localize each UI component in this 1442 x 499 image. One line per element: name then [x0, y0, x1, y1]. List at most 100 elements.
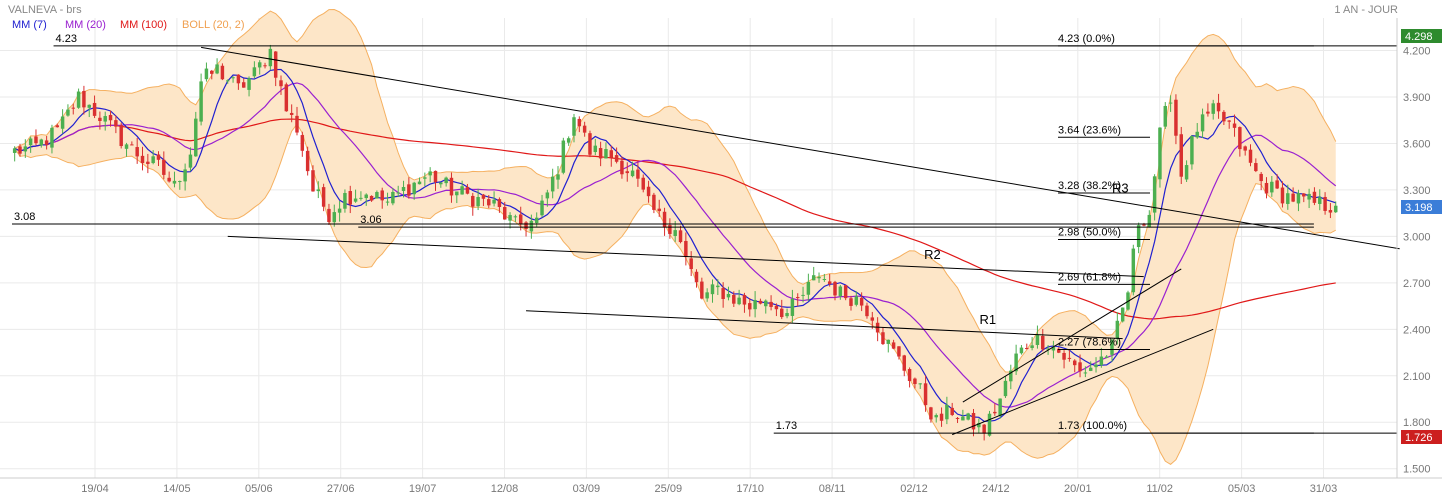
trend-line	[952, 328, 1214, 436]
candle	[60, 109, 65, 134]
candle-body	[481, 194, 486, 199]
candle-body	[1184, 165, 1189, 180]
candle	[662, 207, 667, 236]
trend-line-label: R2	[924, 247, 941, 262]
candle-body	[726, 293, 731, 298]
candle-body	[444, 177, 448, 184]
candle	[1264, 177, 1269, 199]
candle-body	[939, 413, 944, 421]
candle-body	[28, 138, 33, 146]
fib-label: 1.73 (100.0%)	[1058, 420, 1127, 432]
candle-body	[843, 285, 848, 299]
candle-body	[1232, 123, 1237, 128]
candle-body	[241, 82, 246, 88]
candle	[795, 293, 800, 307]
candle	[268, 44, 273, 71]
candle-body	[337, 208, 342, 213]
candle-body	[870, 317, 875, 321]
candle-body	[1323, 196, 1327, 211]
candle-body	[268, 48, 273, 67]
candle	[50, 124, 54, 154]
candle	[1110, 338, 1114, 362]
candle-body	[439, 182, 443, 185]
candle	[1163, 102, 1168, 129]
trend-line	[962, 268, 1182, 403]
candle-body	[811, 275, 816, 281]
candle-body	[1035, 334, 1040, 345]
candle-body	[923, 383, 928, 406]
candle-body	[1051, 346, 1056, 351]
candle	[66, 104, 70, 117]
candle	[1179, 126, 1183, 185]
candle	[321, 183, 326, 212]
candle-body	[71, 107, 75, 109]
candle-body	[710, 284, 715, 295]
candle	[194, 111, 198, 157]
candle-body	[572, 117, 576, 136]
candle-body	[1179, 134, 1183, 177]
candle	[241, 78, 246, 88]
candle-body	[108, 114, 113, 121]
candle	[758, 298, 763, 305]
candle-body	[465, 187, 470, 194]
candle-body	[598, 148, 603, 159]
candle-body	[790, 298, 795, 316]
candle	[774, 303, 779, 317]
candle	[1019, 345, 1024, 355]
candle-body	[1163, 105, 1168, 127]
trend-line	[227, 235, 1144, 278]
candle-body	[119, 125, 123, 147]
candle	[977, 418, 981, 434]
candle	[865, 302, 869, 319]
candle-body	[1174, 99, 1178, 136]
candle-body	[822, 279, 827, 281]
candle-body	[1009, 370, 1013, 382]
candle-body	[641, 177, 645, 190]
candle	[497, 197, 502, 213]
y-tick-label: 1.800	[1403, 417, 1431, 429]
candle-body	[582, 125, 587, 133]
x-tick-label: 12/08	[491, 483, 519, 495]
candle	[1142, 222, 1146, 227]
candle-body	[1152, 176, 1157, 213]
candle	[252, 61, 257, 79]
candle-body	[220, 65, 225, 80]
candle-body	[55, 125, 60, 128]
candle-body	[1211, 103, 1215, 114]
candle	[561, 137, 566, 175]
candle	[929, 406, 933, 423]
candle	[982, 424, 986, 441]
candle-body	[503, 207, 507, 220]
candle-body	[524, 222, 528, 229]
candle-body	[662, 211, 667, 228]
candle	[417, 177, 422, 185]
candle-body	[1190, 136, 1194, 165]
candle-body	[854, 296, 859, 305]
candle-body	[977, 423, 981, 428]
candle	[465, 183, 470, 195]
candle	[449, 172, 454, 203]
candle-body	[806, 281, 811, 295]
candle	[764, 299, 768, 314]
candle	[630, 161, 635, 178]
candle	[1200, 108, 1205, 138]
candle-body	[540, 200, 544, 216]
candle-body	[689, 258, 693, 270]
candle-body	[1014, 353, 1018, 372]
last-price-badge-text: 3.198	[1405, 202, 1433, 214]
candle	[870, 311, 875, 329]
candle	[1009, 364, 1013, 390]
candle-body	[721, 288, 725, 300]
candle-body	[1088, 367, 1093, 371]
candle	[1174, 94, 1178, 145]
candle	[966, 412, 970, 421]
candle-body	[60, 116, 65, 129]
candle	[1003, 376, 1008, 398]
candle-body	[625, 171, 629, 174]
candle-body	[513, 216, 518, 218]
candle-body	[66, 109, 70, 116]
candle	[545, 189, 550, 207]
candle-body	[226, 80, 230, 82]
candle	[700, 277, 704, 300]
x-tick-label: 03/09	[573, 483, 601, 495]
